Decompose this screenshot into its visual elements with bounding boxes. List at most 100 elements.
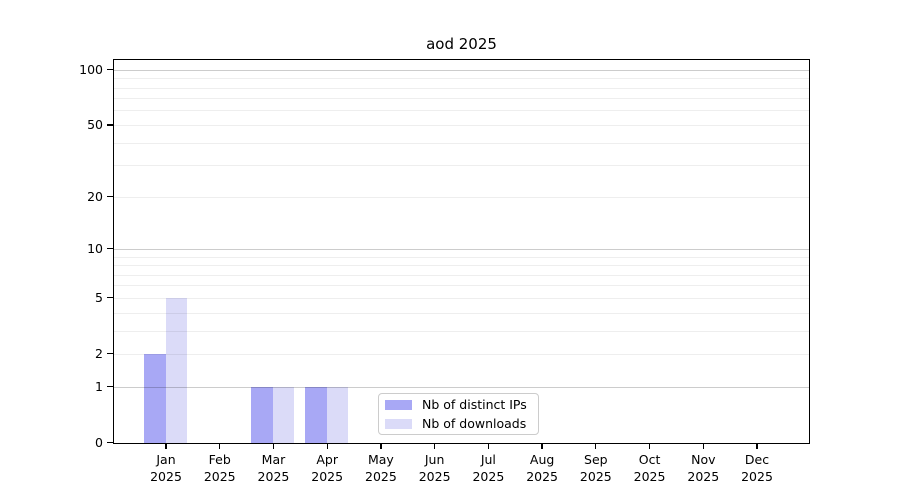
x-tick-label-jan: Jan 2025 bbox=[138, 451, 194, 485]
x-tick-month: Jun bbox=[424, 452, 445, 467]
legend-label-distinct-ips: Nb of distinct IPs bbox=[422, 397, 527, 412]
x-tick-mark bbox=[648, 444, 651, 449]
x-tick-label-jul: Jul 2025 bbox=[460, 451, 516, 485]
x-tick-mark bbox=[165, 444, 167, 449]
y-tick-mark bbox=[107, 385, 113, 388]
x-tick-mark bbox=[702, 444, 704, 449]
major-gridline bbox=[114, 69, 809, 71]
y-tick-mark bbox=[107, 69, 113, 71]
x-tick-month: Aug bbox=[529, 452, 555, 467]
minor-gridline bbox=[114, 353, 809, 355]
minor-gridline bbox=[114, 110, 809, 112]
x-tick-year: 2025 bbox=[203, 469, 236, 484]
minor-gridline bbox=[114, 124, 809, 126]
x-tick-month: Oct bbox=[638, 452, 661, 467]
y-tick-mark bbox=[107, 297, 113, 299]
minor-gridline bbox=[114, 165, 809, 167]
gridlines-layer bbox=[114, 60, 809, 443]
x-tick-year: 2025 bbox=[472, 469, 505, 484]
x-tick-mark bbox=[272, 444, 275, 449]
x-tick-month: Apr bbox=[316, 452, 338, 467]
minor-gridline bbox=[114, 297, 809, 299]
minor-gridline bbox=[114, 142, 809, 144]
x-tick-mark bbox=[541, 444, 543, 449]
legend-swatch-downloads-icon bbox=[385, 418, 412, 429]
x-tick-label-oct: Oct 2025 bbox=[622, 451, 678, 485]
minor-gridline bbox=[114, 265, 809, 267]
legend-entry-distinct-ips: Nb of distinct IPs bbox=[385, 397, 532, 412]
x-tick-mark bbox=[756, 444, 758, 449]
x-tick-year: 2025 bbox=[687, 469, 720, 484]
y-tick-label: 100 bbox=[79, 61, 103, 77]
x-tick-mark bbox=[434, 444, 436, 449]
x-tick-year: 2025 bbox=[526, 469, 559, 484]
bar-apr-downloads bbox=[326, 387, 349, 443]
x-tick-year: 2025 bbox=[633, 469, 666, 484]
minor-gridline bbox=[114, 98, 809, 100]
minor-gridline bbox=[114, 285, 809, 287]
legend-label-downloads: Nb of downloads bbox=[422, 416, 527, 431]
legend-swatch-distinct-ips-icon bbox=[385, 399, 412, 410]
x-tick-month: Sep bbox=[584, 452, 608, 467]
minor-gridline bbox=[114, 330, 809, 332]
x-tick-label-nov: Nov 2025 bbox=[675, 451, 731, 485]
y-tick-label: 20 bbox=[87, 188, 103, 204]
minor-gridline bbox=[114, 274, 809, 276]
y-tick-label: 50 bbox=[87, 116, 103, 132]
x-tick-year: 2025 bbox=[257, 469, 290, 484]
chart-title: aod 2025 bbox=[426, 35, 497, 53]
x-tick-label-dec: Dec 2025 bbox=[729, 451, 785, 485]
x-tick-month: Mar bbox=[261, 452, 286, 467]
x-tick-year: 2025 bbox=[741, 469, 773, 484]
y-tick-label: 1 bbox=[95, 378, 103, 394]
y-tick-mark bbox=[107, 441, 113, 444]
y-tick-label: 2 bbox=[95, 345, 103, 361]
y-tick-mark bbox=[107, 353, 113, 355]
y-tick-label: 5 bbox=[95, 289, 103, 305]
minor-gridline bbox=[114, 78, 809, 80]
minor-gridline bbox=[114, 87, 809, 89]
minor-gridline bbox=[114, 196, 809, 198]
x-tick-year: 2025 bbox=[418, 469, 451, 484]
x-tick-label-mar: Mar 2025 bbox=[245, 451, 301, 485]
bar-jan-distinct-ips bbox=[144, 354, 166, 443]
x-tick-year: 2025 bbox=[365, 469, 397, 484]
major-gridline bbox=[114, 386, 809, 388]
bar-mar-downloads bbox=[272, 387, 295, 443]
y-tick-mark bbox=[107, 124, 113, 126]
bar-jan-downloads bbox=[165, 298, 187, 443]
x-tick-mark bbox=[326, 444, 328, 449]
x-tick-mark bbox=[595, 444, 597, 449]
x-tick-label-apr: Apr 2025 bbox=[299, 451, 355, 485]
x-tick-label-may: May 2025 bbox=[353, 451, 409, 485]
y-tick-mark bbox=[107, 248, 113, 250]
major-gridline bbox=[114, 248, 809, 250]
x-tick-label-sep: Sep 2025 bbox=[568, 451, 624, 485]
x-tick-month: Nov bbox=[691, 452, 716, 467]
x-tick-label-jun: Jun 2025 bbox=[407, 451, 463, 485]
x-tick-label-feb: Feb 2025 bbox=[192, 451, 248, 485]
y-tick-label: 10 bbox=[87, 240, 103, 256]
x-tick-month: Jan bbox=[156, 452, 176, 467]
x-tick-month: May bbox=[367, 452, 394, 467]
x-tick-year: 2025 bbox=[311, 469, 344, 484]
x-tick-month: Dec bbox=[744, 452, 770, 467]
y-tick-label: 0 bbox=[95, 434, 103, 450]
x-tick-mark bbox=[219, 444, 221, 449]
legend: Nb of distinct IPs Nb of downloads bbox=[378, 393, 539, 435]
x-tick-month: Jul bbox=[480, 452, 496, 467]
bar-mar-distinct-ips bbox=[251, 387, 273, 443]
bars-layer bbox=[114, 60, 809, 443]
x-tick-year: 2025 bbox=[150, 469, 182, 484]
minor-gridline bbox=[114, 256, 809, 258]
x-tick-mark bbox=[487, 444, 490, 449]
x-tick-mark bbox=[380, 444, 382, 449]
x-tick-month: Feb bbox=[208, 452, 231, 467]
legend-entry-downloads: Nb of downloads bbox=[385, 416, 532, 431]
y-tick-mark bbox=[107, 195, 113, 198]
plot-area bbox=[113, 59, 810, 444]
x-tick-year: 2025 bbox=[579, 469, 612, 484]
minor-gridline bbox=[114, 312, 809, 314]
bar-apr-distinct-ips bbox=[305, 387, 327, 443]
